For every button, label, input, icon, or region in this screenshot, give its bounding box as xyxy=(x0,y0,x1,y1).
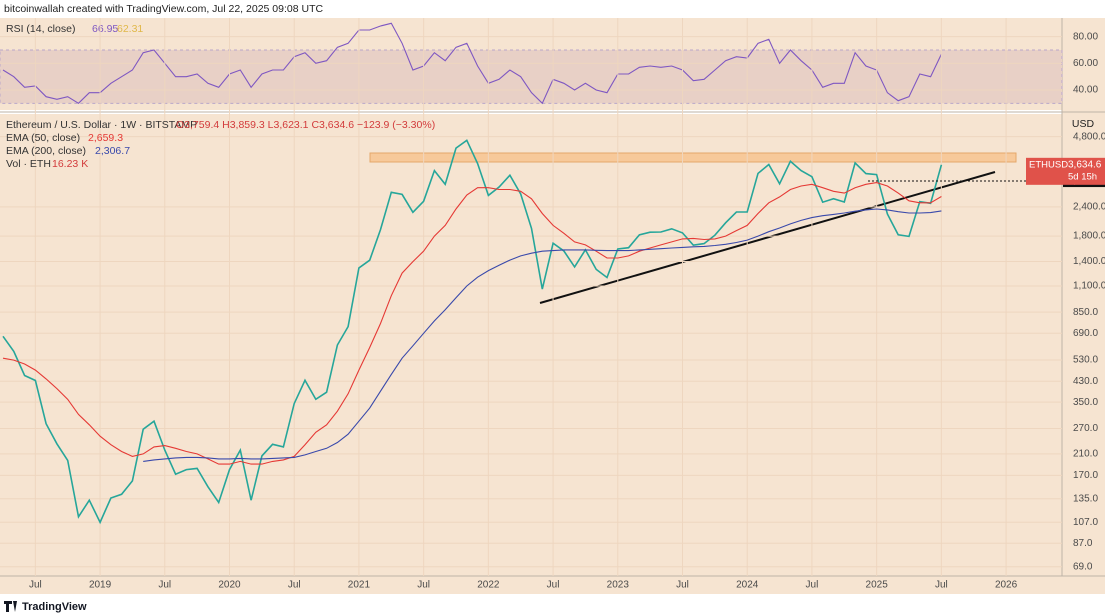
x-tick-label: 2025 xyxy=(866,580,889,591)
y-tick-label: 210.0 xyxy=(1073,449,1098,460)
y-tick-label: 135.0 xyxy=(1073,493,1098,504)
series-line xyxy=(143,208,942,462)
x-tick-label: 2023 xyxy=(607,580,630,591)
y-tick-label: 430.0 xyxy=(1073,376,1098,387)
x-tick-label: Jul xyxy=(547,580,560,591)
y-tick-label: 1,800.0 xyxy=(1073,231,1105,242)
plot-layer: 80.00 60.00 40.00 RSI (14, close) 66.9562.31… xyxy=(0,18,1105,591)
y-tick-label: 1,100.0 xyxy=(1073,281,1105,292)
y-tick-label: 170.0 xyxy=(1073,470,1098,481)
y-tick-label: 1,400.0 xyxy=(1073,256,1105,267)
legend-name: EMA (200, close) xyxy=(6,145,86,157)
last-symbol: ETHUSD xyxy=(1029,159,1068,170)
series-line xyxy=(2,139,943,525)
y-tick-label: 80.00 xyxy=(1073,31,1098,42)
x-tick-label: 2024 xyxy=(736,580,759,591)
countdown: 5d 15h xyxy=(1068,171,1097,182)
x-tick-label: 2020 xyxy=(218,580,241,591)
currency: USD xyxy=(1072,118,1095,130)
x-tick-label: Jul xyxy=(158,580,171,591)
header-caption: bitcoinwallah created with TradingView.c… xyxy=(4,3,323,15)
y-tick-label: 850.0 xyxy=(1073,307,1098,318)
x-tick-label: 2026 xyxy=(995,580,1018,591)
x-tick-label: Jul xyxy=(29,580,42,591)
brand-logo xyxy=(4,601,17,612)
last-price-box xyxy=(1026,157,1105,185)
price-pane xyxy=(0,114,1062,576)
x-tick-label: Jul xyxy=(417,580,430,591)
y-tick-label: 60.00 xyxy=(1073,58,1098,69)
brand-name: TradingView xyxy=(22,601,87,613)
ohlc: O3,759.4 H3,859.3 L3,623.1 C3,634.6 −123… xyxy=(176,119,435,131)
footer-bar xyxy=(0,596,1105,616)
legend-value: 16.23 K xyxy=(52,158,88,170)
x-tick-label: 2022 xyxy=(477,580,500,591)
y-tick-label: 87.0 xyxy=(1073,538,1093,549)
x-tick-label: 2019 xyxy=(89,580,112,591)
last-price: 3,634.6 xyxy=(1068,159,1102,170)
y-tick-label: 107.0 xyxy=(1073,517,1098,528)
y-tick-label: 40.00 xyxy=(1073,85,1098,96)
x-tick-label: 2021 xyxy=(348,580,371,591)
price-axis xyxy=(1062,18,1105,576)
trendline xyxy=(539,171,996,304)
x-tick-label: Jul xyxy=(935,580,948,591)
x-tick-label: Jul xyxy=(676,580,689,591)
y-tick-label: 69.0 xyxy=(1073,561,1093,572)
legend-name: Vol · ETH xyxy=(6,158,51,170)
rsi-title: RSI (14, close) xyxy=(6,23,75,35)
footer: TradingView xyxy=(0,596,1105,616)
y-tick-label: 350.0 xyxy=(1073,397,1098,408)
y-tick-label: 2,400.0 xyxy=(1073,202,1105,213)
resistance-zone xyxy=(369,152,1017,163)
rsi-value: 66.95 xyxy=(92,23,118,35)
legend-name: EMA (50, close) xyxy=(6,132,80,144)
symbol-title: Ethereum / U.S. Dollar · 1W · BITSTAMP xyxy=(6,119,197,131)
y-tick-label: 4,800.0 xyxy=(1073,131,1105,142)
x-tick-label: Jul xyxy=(806,580,819,591)
y-tick-label: 530.0 xyxy=(1073,355,1098,366)
series-line xyxy=(2,22,942,105)
rsi-ma-value: 62.31 xyxy=(117,23,143,35)
time-axis xyxy=(0,576,1105,594)
y-tick-label: 270.0 xyxy=(1073,423,1098,434)
x-tick-label: Jul xyxy=(288,580,301,591)
rsi-band xyxy=(0,49,1063,104)
legend-value: 2,659.3 xyxy=(88,132,123,144)
series-line xyxy=(2,182,942,465)
legend-value: 2,306.7 xyxy=(95,145,130,157)
y-tick-label: 690.0 xyxy=(1073,328,1098,339)
